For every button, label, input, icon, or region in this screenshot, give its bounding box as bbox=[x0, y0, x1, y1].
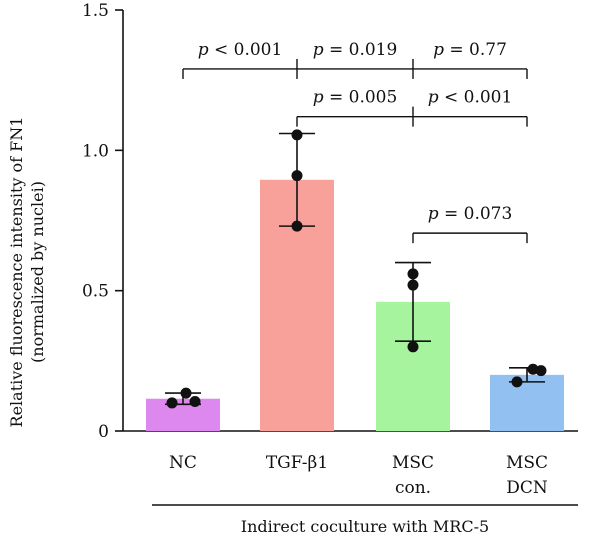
data-point bbox=[407, 268, 419, 280]
p-value-label: p = 0.073 bbox=[428, 204, 513, 224]
category-label: NC bbox=[169, 453, 197, 473]
data-point bbox=[291, 220, 303, 232]
category-label: TGF-β1 bbox=[266, 453, 328, 473]
p-value-label: p < 0.001 bbox=[198, 40, 283, 60]
data-point bbox=[535, 365, 547, 377]
p-value-label: p = 0.005 bbox=[313, 88, 398, 108]
y-axis-label-line-1: Relative fluorescence intensity of FN1 bbox=[7, 117, 26, 428]
p-value-label: p = 0.019 bbox=[313, 40, 398, 60]
y-tick-label: 0.5 bbox=[82, 282, 109, 302]
data-point bbox=[189, 396, 201, 408]
p-value-label: p < 0.001 bbox=[428, 88, 513, 108]
data-points bbox=[166, 129, 547, 409]
group-annotation: Indirect coculture with MRC-5 bbox=[152, 504, 578, 536]
data-point bbox=[407, 341, 419, 353]
category-label: DCN bbox=[506, 478, 548, 498]
data-point bbox=[166, 397, 178, 409]
category-label: con. bbox=[395, 478, 431, 498]
data-point bbox=[291, 129, 303, 141]
y-tick-label: 1.5 bbox=[82, 1, 109, 21]
data-point bbox=[407, 279, 419, 291]
y-axis-label-line-2: (normalized by nuclei) bbox=[28, 181, 47, 363]
category-labels: NC TGF-β1 MSC con. MSC DCN bbox=[169, 453, 548, 498]
data-point bbox=[511, 376, 523, 388]
y-tick-label: 0 bbox=[98, 422, 109, 442]
error-bars bbox=[165, 132, 545, 406]
data-point bbox=[291, 170, 303, 182]
bar bbox=[490, 374, 564, 431]
group-label: Indirect coculture with MRC-5 bbox=[241, 517, 489, 536]
category-label: MSC bbox=[392, 453, 434, 473]
y-tick-label: 1.0 bbox=[82, 141, 109, 161]
p-value-label: p = 0.77 bbox=[433, 40, 507, 60]
y-axis-label: Relative fluorescence intensity of FN1 (… bbox=[7, 117, 47, 428]
data-point bbox=[180, 387, 192, 399]
significance-brackets: p < 0.001 p = 0.019 p = 0.77 p = 0.005 p < 0… bbox=[182, 40, 528, 244]
category-label: MSC bbox=[506, 453, 548, 473]
